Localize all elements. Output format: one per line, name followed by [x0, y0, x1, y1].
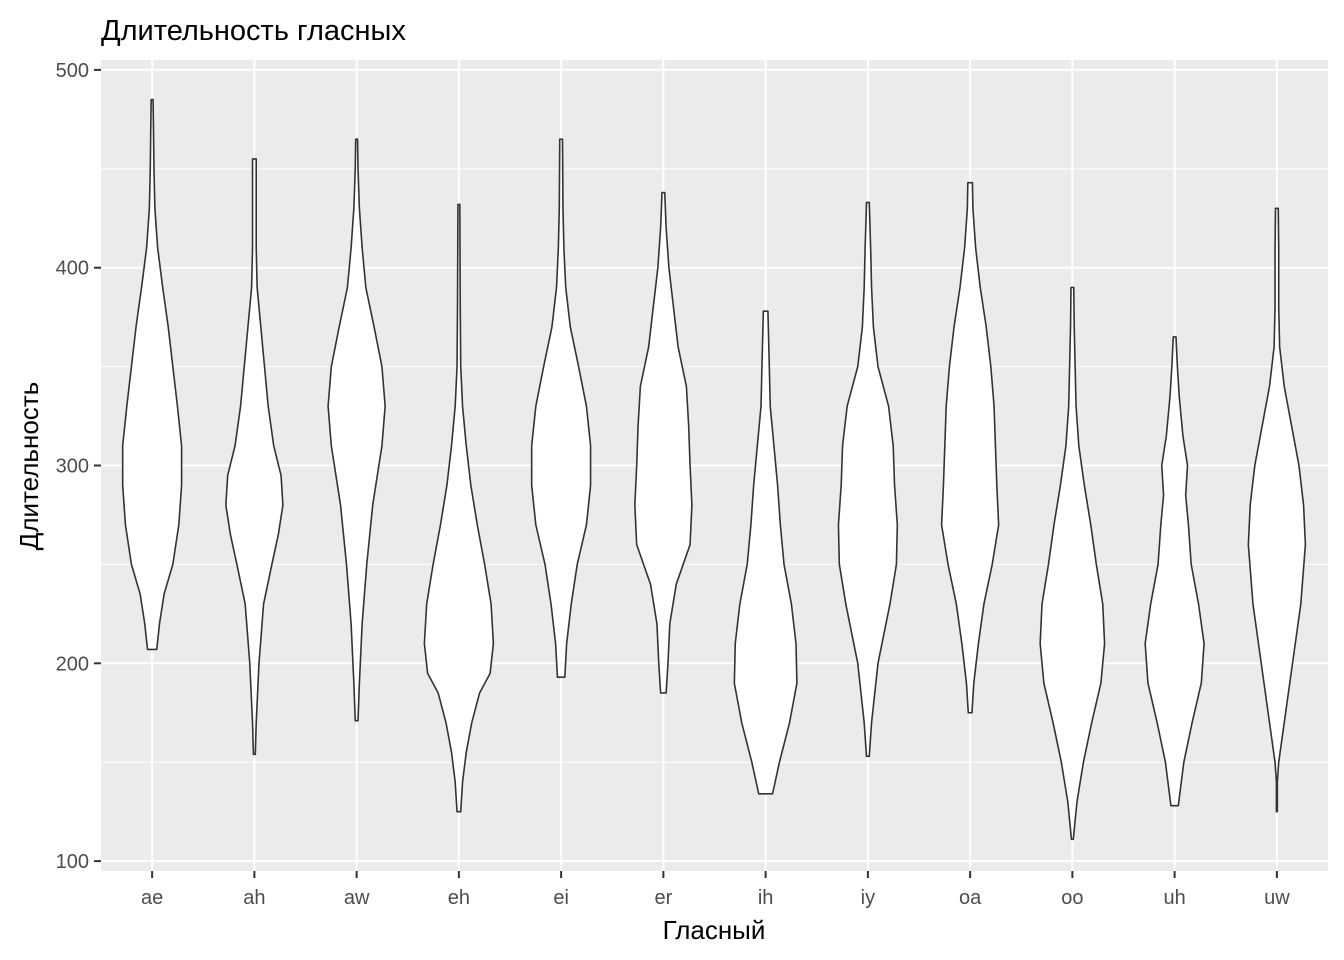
chart-title: Длительность гласных [101, 15, 406, 47]
x-axis: ae ah aw eh ei er ih iy oa oo uh uw [141, 871, 1290, 909]
violin-ih [733, 310, 798, 795]
violin-iy [837, 201, 899, 758]
y-tick-label: 200 [56, 653, 89, 675]
x-tick-label-ae: ae [141, 887, 163, 909]
x-tick-label-oo: oo [1061, 887, 1083, 909]
x-tick-label-uw: uw [1264, 887, 1290, 909]
violin-oa [940, 181, 1000, 714]
y-tick-label: 500 [56, 60, 89, 82]
y-axis-title: Длительность [14, 382, 44, 551]
violin-aw [327, 138, 386, 722]
x-tick-label-oa: oa [959, 887, 982, 909]
x-tick-label-aw: aw [344, 887, 370, 909]
x-tick-label-ih: ih [758, 887, 774, 909]
x-tick-label-iy: iy [861, 887, 875, 909]
violin-uh [1144, 336, 1205, 807]
x-tick-label-ei: ei [553, 887, 569, 909]
violin-er [634, 191, 693, 694]
x-tick-label-eh: eh [448, 887, 470, 909]
x-tick-label-uh: uh [1164, 887, 1186, 909]
violin-uw [1247, 207, 1307, 813]
violin-ei [530, 138, 592, 678]
y-axis: 100 200 300 400 500 [56, 60, 101, 873]
x-tick-label-ah: ah [243, 887, 265, 909]
y-tick-label: 100 [56, 851, 89, 873]
violin-eh [423, 203, 495, 813]
violin-ah [225, 158, 284, 756]
violin-oo [1039, 286, 1106, 841]
y-tick-label: 300 [56, 456, 89, 478]
x-axis-title: Гласный [663, 915, 766, 945]
y-tick-label: 400 [56, 258, 89, 280]
violins [121, 98, 1307, 841]
x-tick-label-er: er [654, 887, 672, 909]
violin-ae [121, 98, 183, 651]
